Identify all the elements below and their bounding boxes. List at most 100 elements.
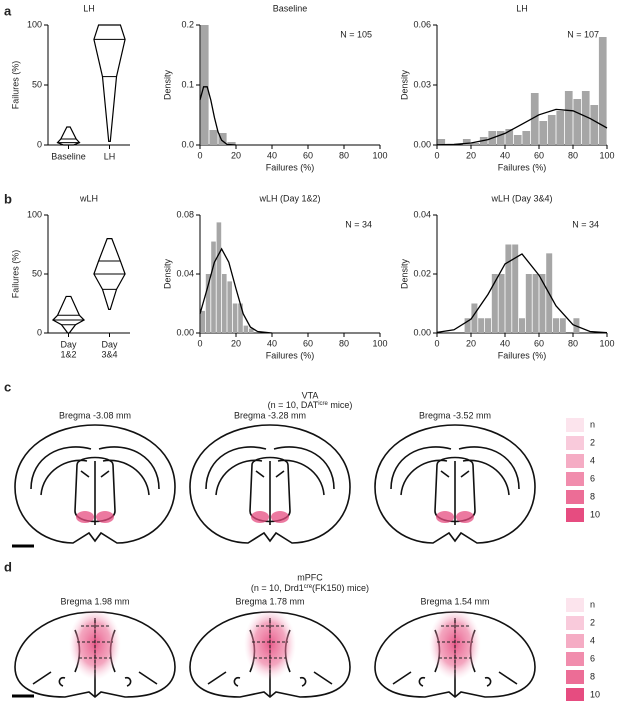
legend-label: 6 [590, 473, 595, 483]
bar [200, 310, 205, 333]
x-tick-label: 20 [231, 338, 241, 348]
legend-swatch [566, 688, 584, 701]
brain-section [14, 607, 176, 698]
chart-title: LH [83, 3, 95, 13]
bar [205, 274, 211, 333]
bar [559, 318, 566, 333]
bar [539, 121, 548, 145]
x-tick-label: 80 [339, 150, 349, 160]
fit-curve [436, 108, 608, 146]
fit-curve [199, 247, 273, 334]
x-axis-label: Failures (%) [266, 350, 315, 360]
legend-label: 2 [590, 617, 595, 627]
bar [478, 318, 485, 333]
brain-section [189, 607, 351, 698]
legend-swatch [566, 508, 584, 522]
panel-letter: a [4, 3, 12, 18]
bar [505, 129, 514, 145]
y-tick-label: 0.0 [181, 139, 194, 149]
legend-swatch [566, 418, 584, 432]
x-tick-label: 1&2 [60, 349, 76, 359]
y-axis-label: Density [399, 258, 409, 289]
bar [564, 91, 573, 145]
legend-swatch [566, 454, 584, 468]
annotation: N = 34 [572, 219, 599, 229]
annotation: N = 34 [345, 219, 372, 229]
bar [211, 241, 216, 333]
bar [498, 274, 505, 333]
bar [519, 318, 525, 333]
y-tick-label: 0.00 [176, 327, 194, 337]
mpfc-title: mPFC [297, 572, 323, 582]
panel-d-diagram: mPFC (n = 10, Drd1cre(FK150) mice) Bregm… [12, 572, 536, 698]
bar [227, 281, 232, 333]
bar [471, 143, 480, 145]
section-label: Bregma -3.52 mm [419, 410, 491, 420]
legend-label: 4 [590, 635, 595, 645]
x-tick-label: 60 [534, 150, 544, 160]
legend-label: 2 [590, 437, 595, 447]
bar [556, 111, 565, 145]
bar [590, 105, 599, 145]
y-tick-label: 100 [27, 209, 42, 219]
x-tick-label: 3&4 [101, 349, 117, 359]
legend-label: 6 [590, 653, 595, 663]
legend-swatch [566, 634, 584, 648]
x-tick-label: 0 [434, 338, 439, 348]
x-tick-label: 100 [372, 150, 387, 160]
bar [437, 139, 446, 145]
bar [227, 142, 236, 145]
legend-swatch [566, 472, 584, 486]
y-tick-label: 0.06 [413, 19, 431, 29]
chart-title: wLH (Day 3&4) [490, 193, 552, 203]
legend-label: n [590, 419, 595, 429]
y-axis-label: Density [162, 69, 172, 100]
legend-label: 8 [590, 671, 595, 681]
x-tick-label: 40 [267, 338, 277, 348]
y-tick-label: 0.08 [176, 209, 194, 219]
bar [471, 303, 478, 333]
y-tick-label: 0.2 [181, 19, 194, 29]
section-label: Bregma -3.08 mm [59, 410, 131, 420]
x-tick-label: Day [101, 339, 118, 349]
panel-letter: b [4, 191, 12, 206]
y-tick-label: 0.04 [176, 268, 194, 278]
legend-swatch [566, 490, 584, 504]
legend-swatch [566, 670, 584, 684]
legend-label: 8 [590, 491, 595, 501]
bar [200, 25, 209, 145]
bar [512, 244, 519, 333]
y-tick-label: 100 [27, 19, 42, 29]
legend-label: n [590, 599, 595, 609]
section-label: Bregma 1.98 mm [60, 596, 129, 606]
mpfc-subtitle: (n = 10, Drd1cre(FK150) mice) [251, 583, 369, 593]
panel-letter: d [4, 559, 12, 574]
brain-section [189, 424, 351, 544]
legend-swatch [566, 598, 584, 612]
x-tick-label: 0 [197, 338, 202, 348]
y-tick-label: 0.1 [181, 79, 194, 89]
bar [243, 325, 249, 333]
bar [505, 244, 512, 333]
brain-section [374, 424, 536, 544]
bar [522, 131, 531, 145]
x-tick-label: 100 [372, 338, 387, 348]
x-tick-label: 40 [267, 150, 277, 160]
fit-curve [199, 86, 237, 146]
y-axis-label: Density [399, 69, 409, 100]
bar [216, 222, 222, 333]
y-tick-label: 0 [37, 327, 42, 337]
chart-title: LH [516, 3, 528, 13]
x-tick-label: Baseline [51, 151, 86, 161]
legend-label: 4 [590, 455, 595, 465]
x-axis-label: Failures (%) [266, 162, 315, 172]
bar [464, 318, 471, 333]
bar [598, 37, 607, 145]
bar [573, 99, 582, 145]
y-tick-label: 0.00 [413, 139, 431, 149]
x-tick-label: 60 [303, 150, 313, 160]
x-tick-label: 40 [500, 338, 510, 348]
x-tick-label: 20 [466, 150, 476, 160]
bar [485, 318, 491, 333]
